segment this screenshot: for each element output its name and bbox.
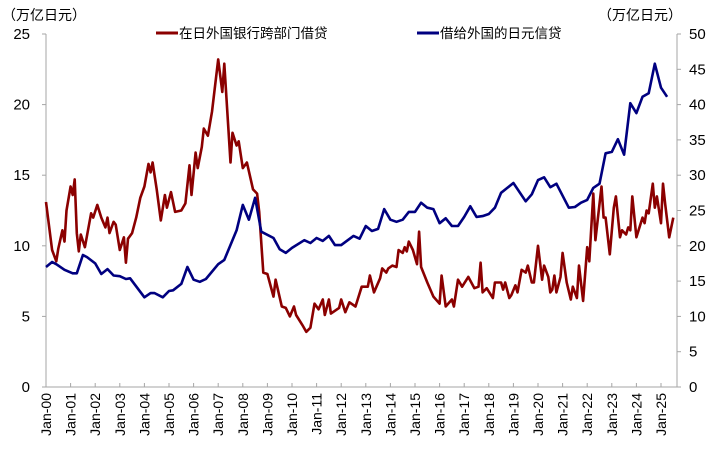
x-tick-label: Jan-21 [555, 393, 571, 436]
x-tick-label: Jan-13 [358, 393, 374, 436]
left-tick-label: 5 [22, 308, 30, 325]
left-tick-label: 20 [13, 97, 30, 114]
x-tick-label: Jan-19 [505, 393, 521, 436]
x-tick-label: Jan-07 [210, 393, 226, 436]
x-tick-label: Jan-08 [235, 393, 251, 436]
right-tick-label: 0 [689, 379, 697, 396]
x-tick-label: Jan-12 [333, 393, 349, 436]
x-tick-label: Jan-04 [136, 393, 152, 436]
x-tick-label: Jan-14 [382, 393, 398, 436]
axes: 0 5 10 15 20 25 0 5 10 15 20 25 30 35 40 45 50 Jan-00 Jan-… [13, 26, 705, 436]
legend: 在日外国银行跨部门借贷 借给外国的日元信贷 [156, 26, 562, 42]
x-tick-label: Jan-17 [456, 393, 472, 436]
right-tick-label: 35 [689, 132, 706, 149]
x-tick-label: Jan-05 [161, 393, 177, 436]
left-tick-label: 10 [13, 238, 30, 255]
x-tick-label: Jan-20 [530, 393, 546, 436]
right-tick-label: 40 [689, 97, 706, 114]
left-tick-label: 0 [22, 379, 30, 396]
x-tick-label: Jan-15 [407, 393, 423, 436]
right-tick-label: 25 [689, 203, 706, 220]
x-tick-label: Jan-09 [259, 393, 275, 436]
x-tick-label: Jan-03 [112, 393, 128, 436]
legend-label-series-2: 借给外国的日元信贷 [440, 26, 562, 42]
right-axis-unit-label: （万亿日元） [598, 8, 682, 24]
x-tick-label: Jan-22 [579, 393, 595, 436]
right-tick-label: 15 [689, 273, 706, 290]
right-tick-label: 50 [689, 26, 706, 43]
right-tick-label: 10 [689, 308, 706, 325]
series-line-2 [45, 62, 669, 299]
right-tick-label: 30 [689, 167, 706, 184]
x-tick-label: Jan-11 [309, 393, 325, 435]
legend-label-series-1: 在日外国银行跨部门借贷 [179, 26, 328, 42]
right-tick-label: 20 [689, 238, 706, 255]
left-tick-label: 25 [13, 26, 30, 43]
x-tick-label: Jan-25 [653, 393, 669, 436]
x-tick-label: Jan-18 [481, 393, 497, 436]
x-tick-label: Jan-24 [628, 393, 644, 436]
x-tick-label: Jan-01 [63, 393, 79, 436]
right-tick-label: 45 [689, 61, 706, 78]
series-line-1 [44, 58, 675, 334]
x-tick-label: Jan-23 [604, 393, 620, 436]
x-tick-label: Jan-06 [186, 393, 202, 436]
x-tick-label: Jan-00 [38, 393, 54, 436]
series-lines [44, 58, 675, 334]
x-tick-label: Jan-16 [432, 393, 448, 436]
left-tick-label: 15 [13, 167, 30, 184]
left-axis-unit-label: （万亿日元） [2, 8, 86, 24]
right-tick-label: 5 [689, 344, 697, 361]
x-tick-label: Jan-02 [87, 393, 103, 436]
x-tick-label: Jan-10 [284, 393, 300, 436]
